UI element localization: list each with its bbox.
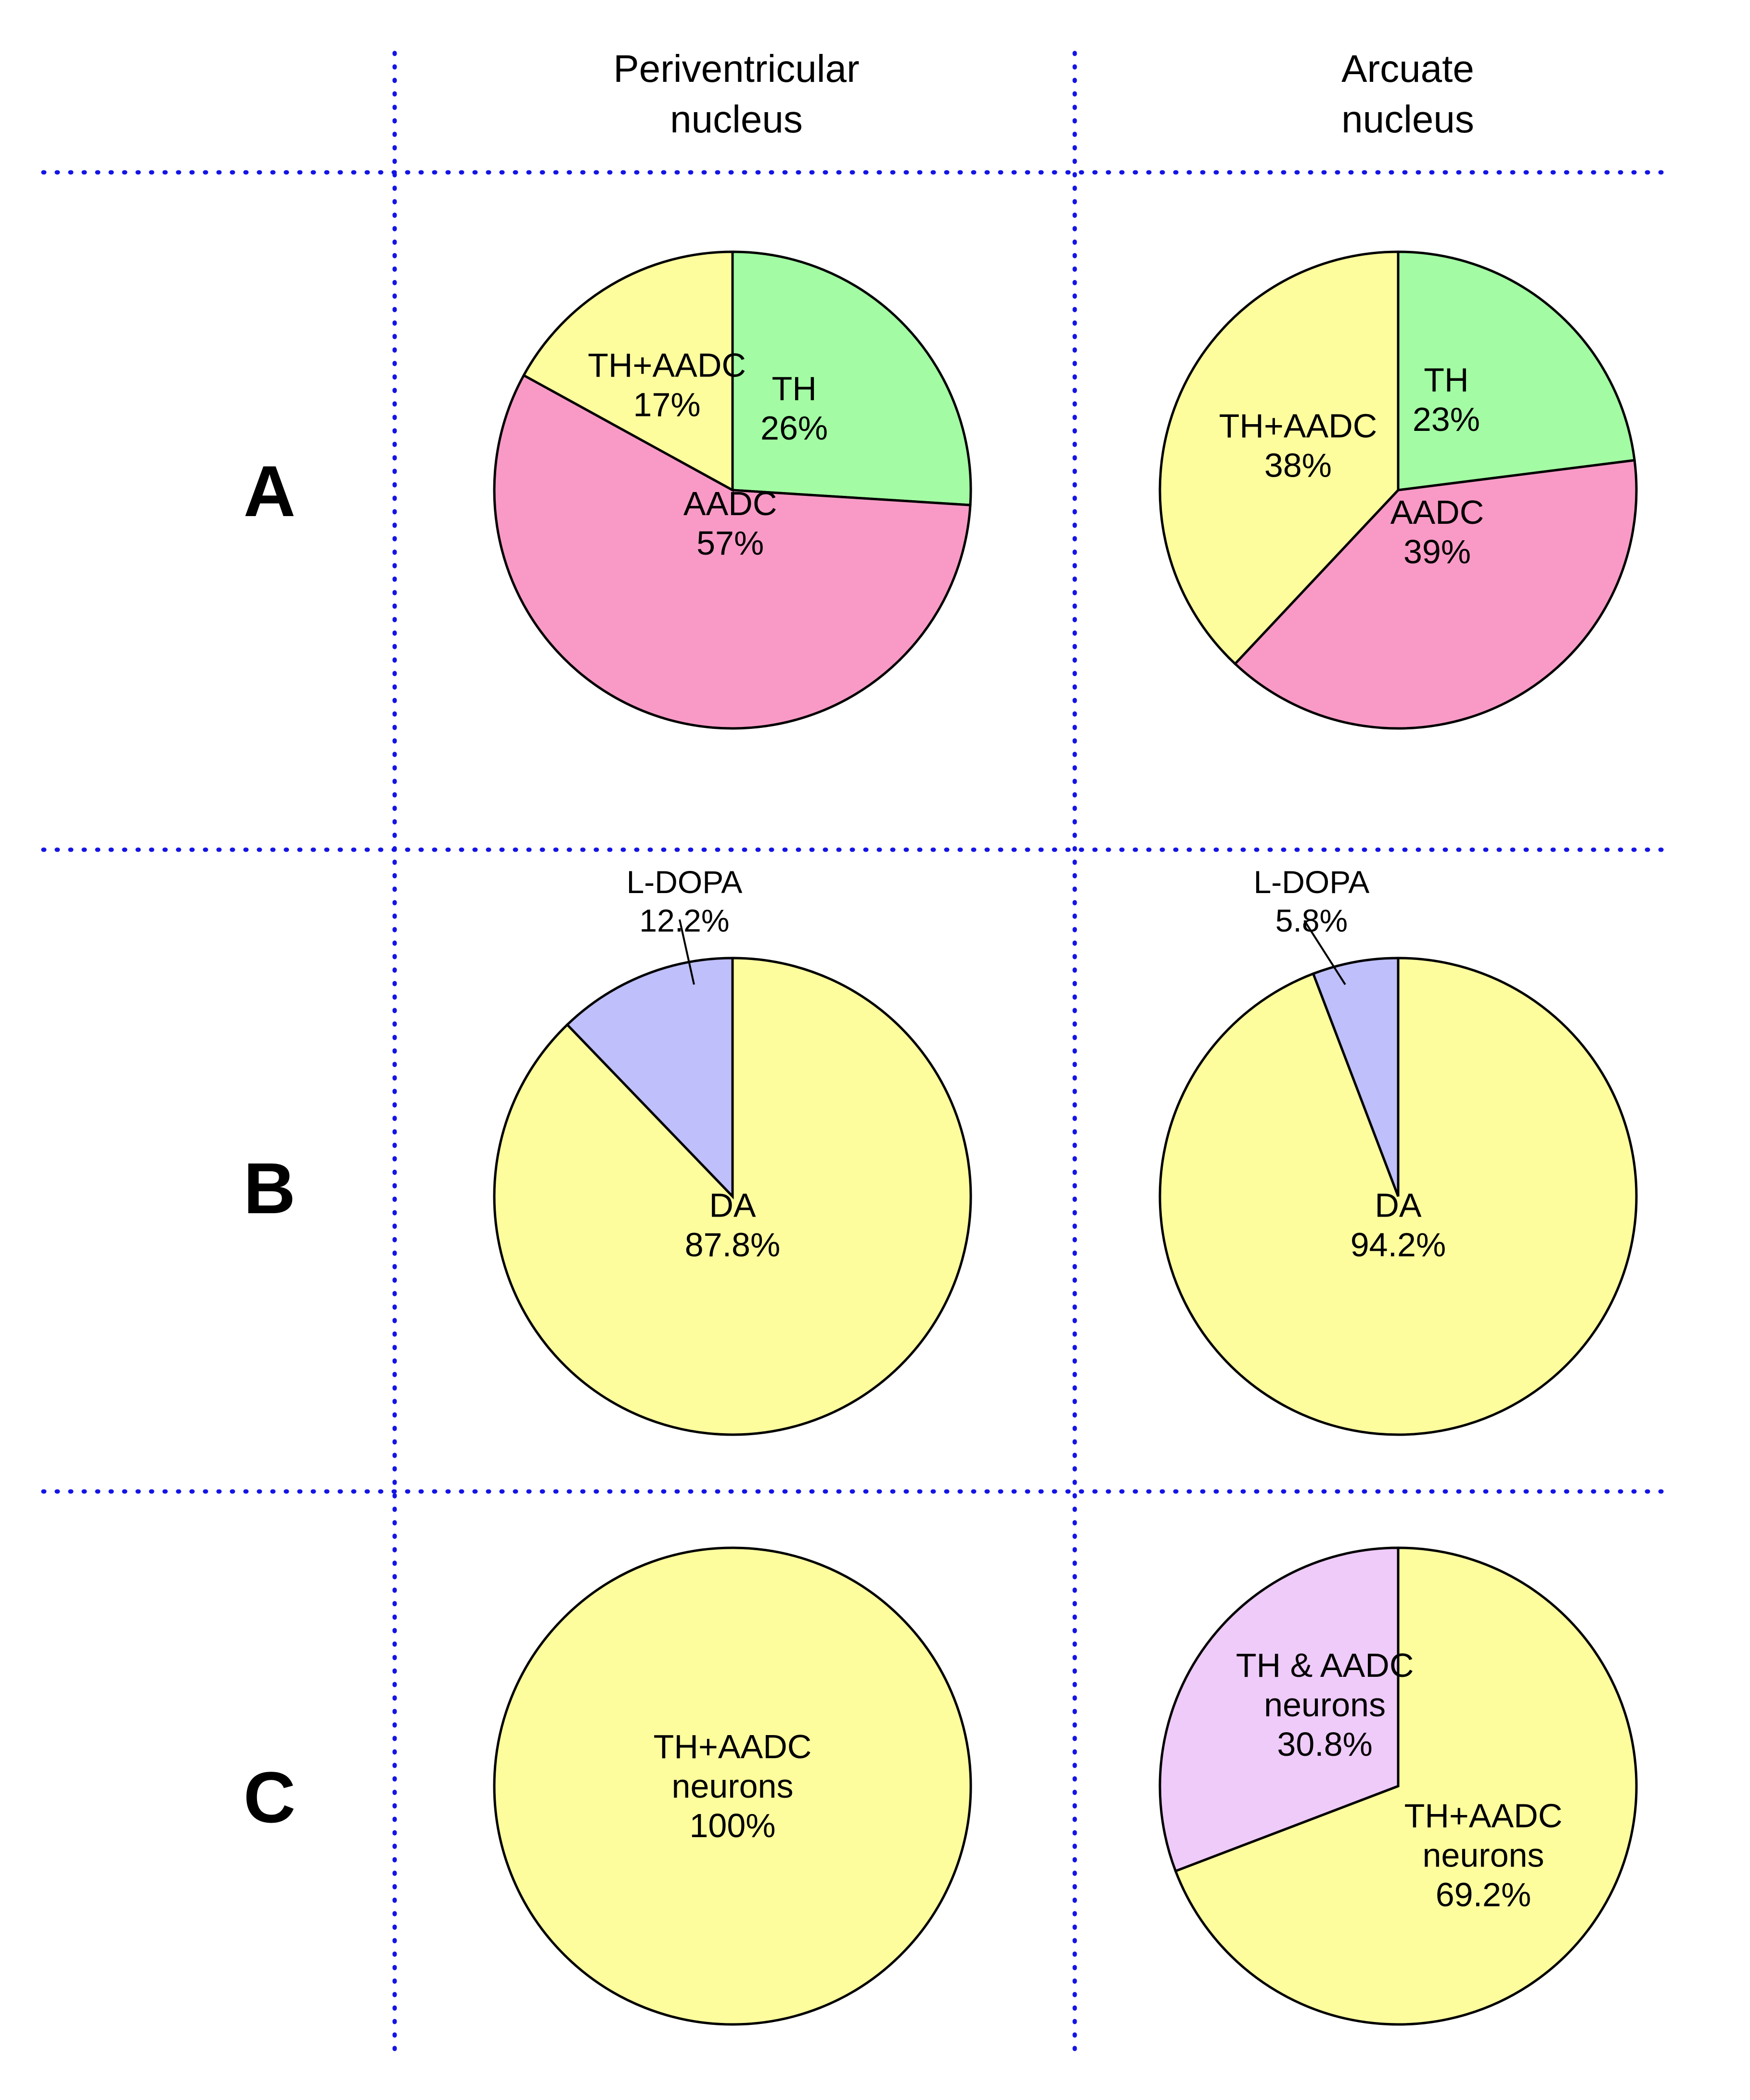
slice-th-aadc-a-periventricular-nucleus	[522, 250, 734, 493]
label-th-a-arcuate-nucleus: TH 23%	[1413, 361, 1480, 438]
label-l-dopa-b-periventricular-nucleus: L-DOPA 12.2%	[627, 864, 743, 938]
column-header-periventricular: Periventricular nucleus	[613, 47, 859, 141]
slice-th-a-periventricular-nucleus	[731, 250, 972, 506]
label-th-aadc-a-periventricular-nucleus: TH+AADC 17%	[588, 347, 746, 424]
row-label-a: A	[244, 451, 296, 531]
leader-line-l-dopa-b-arcuate-nucleus	[1303, 920, 1346, 985]
pie-b-arcuate-nucleus: DA 94.2% L-DOPA 5.8%	[1158, 864, 1638, 1436]
label-th-aadc-neurons-c-arcuate-nucleus: TH+AADC neurons 69.2%	[1404, 1797, 1563, 1913]
label-th-a-periventricular-nucleus: TH 26%	[760, 370, 828, 447]
grid-lines	[41, 51, 1673, 2058]
row-label-c: C	[244, 1757, 296, 1838]
slice-l-dopa-b-periventricular-nucleus	[566, 957, 734, 1200]
slice-th-aadc-a-arcuate-nucleus	[1158, 250, 1400, 666]
slice-l-dopa-b-arcuate-nucleus	[1312, 957, 1400, 1197]
column-header-arcuate: Arcuate nucleus	[1341, 47, 1474, 141]
label-da-b-arcuate-nucleus: DA 94.2%	[1351, 1186, 1446, 1263]
label-aadc-a-periventricular-nucleus: AADC 57%	[683, 485, 777, 562]
label-th-aadc-neurons-c-periventricular-nucleus: TH+AADC neurons 100%	[654, 1728, 812, 1844]
pie-b-periventricular-nucleus: DA 87.8% L-DOPA 12.2%	[493, 864, 972, 1436]
row-label-b: B	[244, 1148, 296, 1229]
pie-a-arcuate-nucleus: TH 23% AADC 39%TH+AADC 38%	[1158, 250, 1638, 730]
slice-aadc-a-arcuate-nucleus	[1233, 459, 1638, 730]
slice-th-aadc-neurons-c-arcuate-nucleus	[1158, 1546, 1400, 1873]
slice-th-aadc-neurons-c-arcuate-nucleus	[1174, 1546, 1638, 2026]
label-th-aadc-a-arcuate-nucleus: TH+AADC 38%	[1219, 407, 1377, 484]
label-l-dopa-b-arcuate-nucleus: L-DOPA 5.8%	[1254, 864, 1370, 938]
label-aadc-a-arcuate-nucleus: AADC 39%	[1390, 493, 1484, 570]
pie-c-periventricular-nucleus: TH+AADC neurons 100%	[493, 1546, 972, 2026]
pie-c-arcuate-nucleus: TH+AADC neurons 69.2% TH & AADC neurons 30.8%	[1158, 1546, 1638, 2026]
label-da-b-periventricular-nucleus: DA 87.8%	[685, 1186, 780, 1263]
slice-aadc-a-periventricular-nucleus	[493, 374, 972, 730]
leader-line-l-dopa-b-periventricular-nucleus	[679, 919, 695, 985]
slice-th-a-arcuate-nucleus	[1397, 250, 1636, 492]
pie-a-periventricular-nucleus: TH 26% AADC 57% TH+AADC 17%	[493, 250, 972, 730]
pie-charts: TH 26%AADC 57%TH+AADC 17%TH 23%AADC 39%TH+AAD…	[493, 250, 1638, 2026]
label-th-aadc-neurons-c-arcuate-nucleus: TH & AADC neurons 30.8%	[1236, 1646, 1414, 1763]
slice-th-aadc-neurons-c-periventricular-nucleus	[493, 1546, 972, 2026]
